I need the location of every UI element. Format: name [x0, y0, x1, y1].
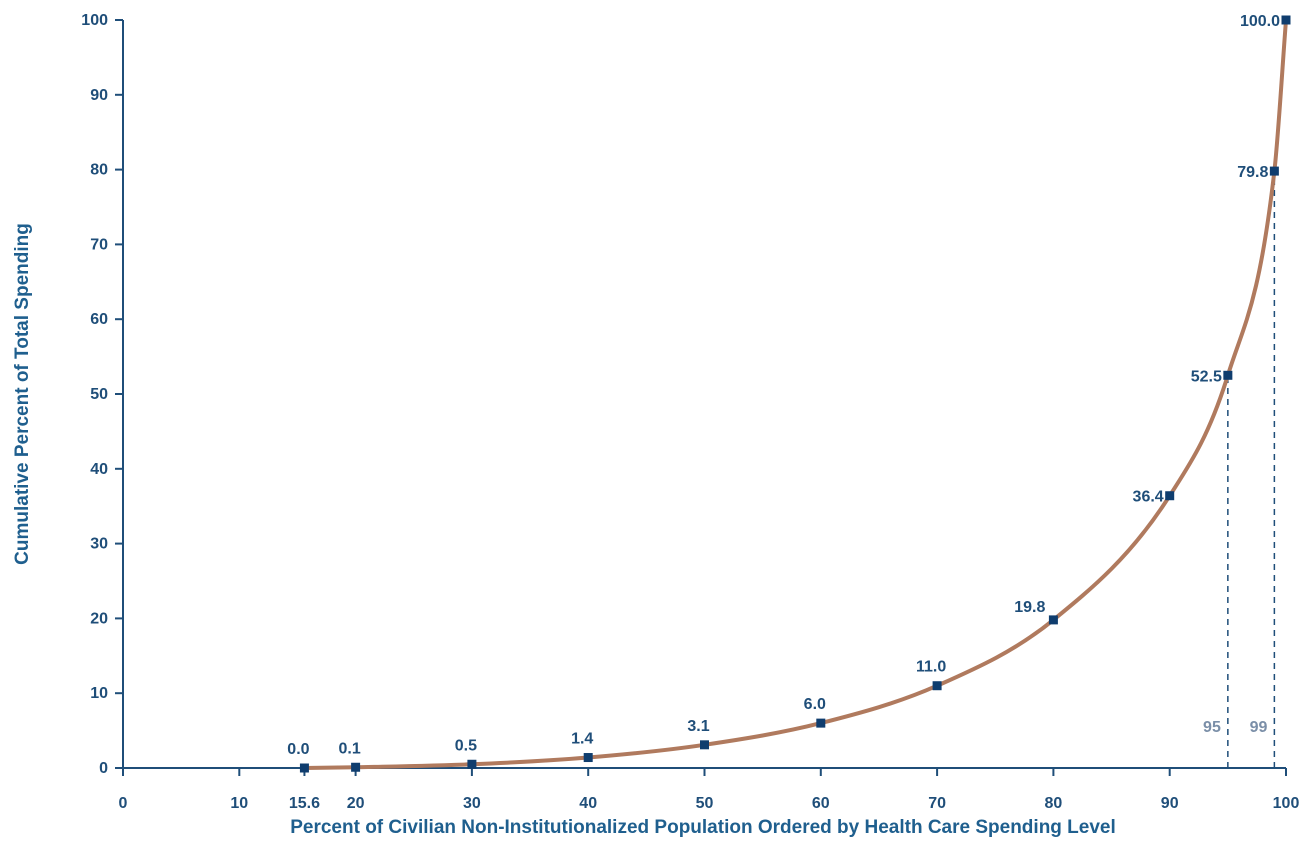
- reference-label-95: 95: [1203, 719, 1221, 736]
- data-label: 0.1: [338, 740, 360, 757]
- x-tick-label: 50: [696, 795, 714, 812]
- data-label: 100.0: [1240, 13, 1280, 30]
- cumulative-spending-curve: [302, 18, 1288, 770]
- x-tick-label: 0: [119, 795, 128, 812]
- y-tick-label: 50: [90, 386, 108, 403]
- y-tick-label: 70: [90, 236, 108, 253]
- y-tick-label: 30: [90, 536, 108, 553]
- data-labels: 0.0 0.1 0.5 1.4 3.1 6.0 11.0 19.8 36.4 52.5 79.8 10…: [287, 13, 1280, 758]
- y-tick-label: 10: [90, 685, 108, 702]
- x-tick-label: 20: [347, 795, 365, 812]
- y-axis-title: Cumulative Percent of Total Spending: [12, 223, 33, 565]
- data-label: 52.5: [1191, 368, 1222, 385]
- x-tick-label: 10: [230, 795, 248, 812]
- data-point-marker: [932, 681, 942, 691]
- data-point-marker: [583, 753, 593, 763]
- data-point-marker: [299, 763, 309, 773]
- data-label: 0.5: [455, 737, 477, 754]
- data-point-marker: [1048, 615, 1058, 625]
- y-tick-label: 60: [90, 311, 108, 328]
- x-axis-title: Percent of Civilian Non-Institutionalize…: [290, 817, 1116, 838]
- x-tick-label: 80: [1045, 795, 1063, 812]
- x-tick-label: 15.6: [289, 795, 320, 812]
- data-point-marker: [351, 762, 361, 772]
- data-point-marker: [1165, 491, 1175, 501]
- reference-label-99: 99: [1250, 719, 1268, 736]
- axes: 0 10 20 30 40 50 60 70 80 90 100 0 10 15.6 20 30 40 50 60 7…: [81, 12, 1299, 812]
- x-tick-label: 30: [463, 795, 481, 812]
- x-tick-label: 70: [928, 795, 946, 812]
- x-tick-label: 100: [1273, 795, 1300, 812]
- data-label: 19.8: [1014, 599, 1045, 616]
- curve-layer: [302, 18, 1288, 770]
- data-point-marker: [1269, 166, 1279, 176]
- markers: [299, 15, 1291, 773]
- data-label: 1.4: [571, 731, 593, 748]
- data-label: 11.0: [916, 659, 946, 676]
- y-tick-label: 90: [90, 87, 108, 104]
- y-tick-label: 20: [90, 610, 108, 627]
- data-label: 6.0: [804, 696, 826, 713]
- data-point-marker: [467, 759, 477, 769]
- x-tick-label: 60: [812, 795, 830, 812]
- data-point-marker: [700, 740, 709, 750]
- y-tick-label: 80: [90, 162, 108, 179]
- reference-lines: 95 99: [1203, 171, 1276, 768]
- data-label: 79.8: [1237, 164, 1268, 181]
- x-tick-label: 40: [579, 795, 597, 812]
- data-point-marker: [1223, 370, 1233, 380]
- y-tick-label: 0: [99, 760, 108, 777]
- data-point-marker: [1281, 15, 1291, 25]
- data-label: 3.1: [687, 718, 709, 735]
- data-label: 0.0: [287, 741, 309, 758]
- x-tick-label: 90: [1161, 795, 1179, 812]
- y-tick-label: 100: [81, 12, 108, 29]
- y-tick-label: 40: [90, 461, 108, 478]
- data-label: 36.4: [1133, 489, 1164, 506]
- data-point-marker: [816, 718, 826, 728]
